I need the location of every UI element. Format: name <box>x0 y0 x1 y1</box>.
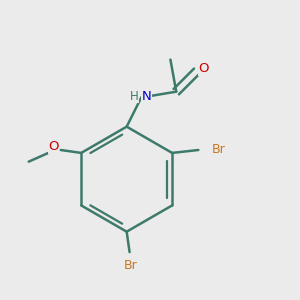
Text: N: N <box>142 90 152 103</box>
Text: O: O <box>199 62 209 75</box>
Text: H: H <box>130 90 138 103</box>
Text: Br: Br <box>123 259 137 272</box>
Text: O: O <box>48 140 59 153</box>
Text: Br: Br <box>212 143 225 156</box>
